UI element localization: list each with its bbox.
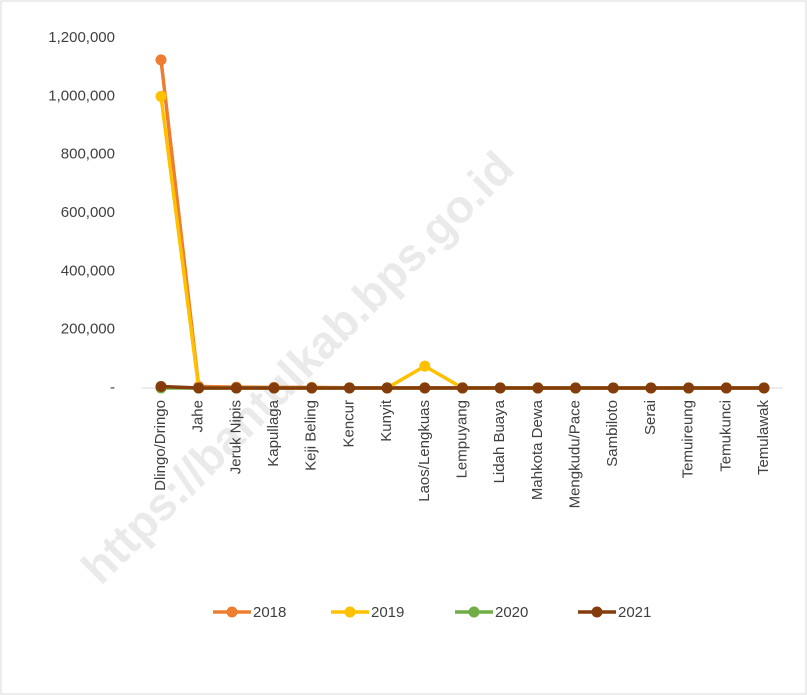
x-tick-label: Kunyit (378, 399, 395, 442)
legend-label: 2019 (371, 604, 404, 621)
y-tick-label: 200,000 (61, 321, 115, 338)
x-tick-label: Kencur (340, 400, 357, 448)
x-tick-label: Jahe (190, 400, 207, 433)
legend-marker (591, 606, 603, 618)
point (419, 360, 431, 372)
x-tick-label: Sambiloto (604, 400, 621, 467)
y-tick-label: 1,200,000 (48, 29, 115, 46)
point (155, 90, 167, 102)
point (155, 381, 167, 393)
x-tick-label: Jeruk Nipis (227, 400, 244, 474)
legend-label: 2018 (253, 604, 286, 621)
legend-marker (468, 606, 480, 618)
legend-marker (344, 606, 356, 618)
point (645, 382, 657, 394)
y-tick-label: 400,000 (61, 262, 115, 279)
legend-marker (226, 606, 238, 618)
point (381, 382, 393, 394)
point (306, 382, 318, 394)
x-tick-label: Temuireung (680, 400, 697, 478)
x-tick-label: Temulawak (755, 400, 772, 476)
point (607, 382, 619, 394)
point (230, 382, 242, 394)
x-tick-label: Lempuyang (453, 400, 470, 478)
point (758, 382, 770, 394)
point (155, 54, 167, 66)
point (570, 382, 582, 394)
point (532, 382, 544, 394)
point (419, 382, 431, 394)
legend-label: 2021 (618, 604, 651, 621)
x-tick-label: Lidah Buaya (491, 399, 508, 483)
legend-label: 2020 (495, 604, 528, 621)
y-tick-label: 600,000 (61, 204, 115, 221)
point (494, 382, 506, 394)
point (720, 382, 732, 394)
point (193, 382, 205, 394)
x-tick-label: Temukunci (717, 400, 734, 472)
x-tick-label: Serai (642, 400, 659, 435)
y-tick-label: 800,000 (61, 146, 115, 163)
point (343, 382, 355, 394)
point (457, 382, 468, 394)
x-tick-label: Keji Beling (303, 400, 320, 471)
x-tick-label: Mengkudu/Pace (567, 400, 584, 508)
x-tick-label: Kapullaga (265, 399, 282, 466)
x-tick-label: Mahkota Dewa (529, 399, 546, 500)
x-tick-label: Dlingo/Dringo (152, 400, 169, 491)
point (268, 382, 280, 394)
y-tick-label: 1,000,000 (48, 87, 115, 104)
x-tick-label: Laos/Lengkuas (416, 400, 433, 502)
point (683, 382, 695, 394)
y-tick-label: - (110, 379, 115, 396)
